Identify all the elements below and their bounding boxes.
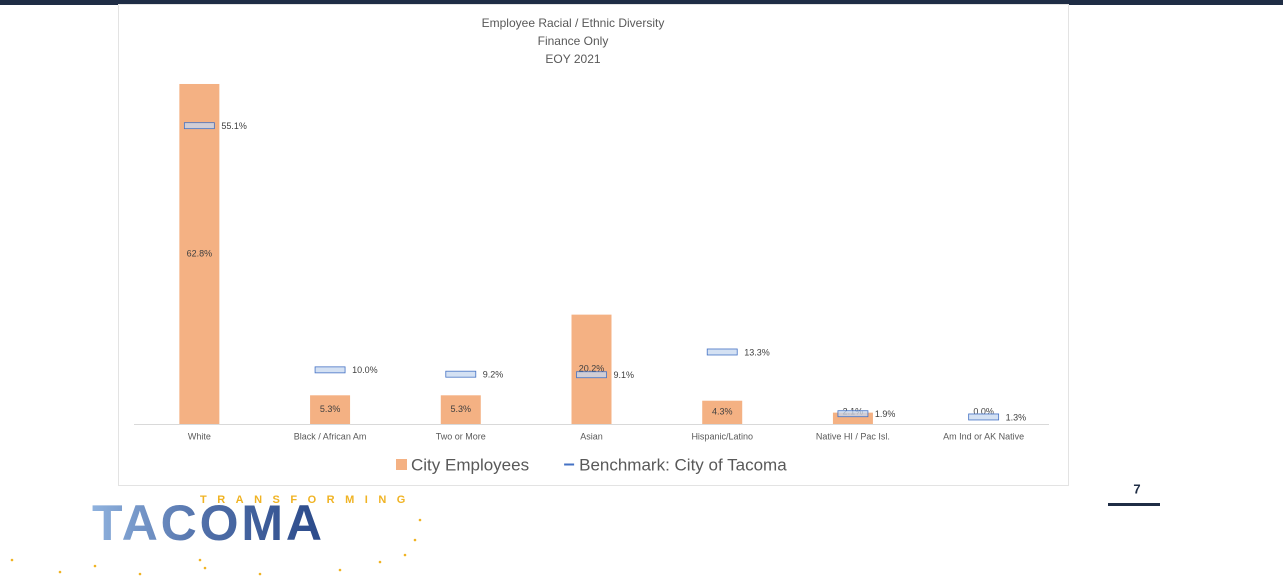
page-number-rule xyxy=(1108,503,1160,506)
benchmark-value-label: 1.9% xyxy=(875,409,896,419)
benchmark-value-label: 9.1% xyxy=(614,370,635,380)
legend-swatch xyxy=(396,459,407,470)
x-tick-label: Am Ind or AK Native xyxy=(943,431,1024,441)
slide: Employee Racial / Ethnic Diversity Finan… xyxy=(0,0,1283,578)
benchmark-marker xyxy=(446,371,476,377)
bar-value-label: 62.8% xyxy=(187,248,213,258)
chart-title: Employee Racial / Ethnic Diversity xyxy=(482,16,665,30)
legend-label: City Employees xyxy=(411,455,529,474)
page-number: 7 xyxy=(1133,481,1140,496)
x-tick-label: Two or More xyxy=(436,431,486,441)
benchmark-marker xyxy=(838,411,868,417)
benchmark-marker xyxy=(707,349,737,355)
x-tick-label: Black / African Am xyxy=(294,431,367,441)
bar-value-label: 5.3% xyxy=(451,404,472,414)
benchmark-value-label: 13.3% xyxy=(744,347,770,357)
legend-label: Benchmark: City of Tacoma xyxy=(579,455,787,474)
benchmark-value-label: 1.3% xyxy=(1006,412,1027,422)
chart-subtitle: Finance Only xyxy=(538,34,609,48)
benchmark-marker xyxy=(969,414,999,420)
benchmark-value-label: 55.1% xyxy=(221,121,247,131)
benchmark-marker xyxy=(184,123,214,129)
chart-period: EOY 2021 xyxy=(545,52,600,66)
brand-name: TACOMA xyxy=(92,495,322,551)
x-tick-label: White xyxy=(188,431,211,441)
bar-value-label: 5.3% xyxy=(320,404,341,414)
x-tick-label: Hispanic/Latino xyxy=(691,431,753,441)
benchmark-value-label: 9.2% xyxy=(483,370,504,380)
benchmark-marker xyxy=(315,367,345,373)
x-tick-label: Asian xyxy=(580,431,603,441)
x-tick-label: Native HI / Pac Isl. xyxy=(816,431,890,441)
page: Employee Racial / Ethnic Diversity Finan… xyxy=(0,0,1283,578)
benchmark-value-label: 10.0% xyxy=(352,365,378,375)
bar-value-label: 4.3% xyxy=(712,406,733,416)
benchmark-marker xyxy=(577,372,607,378)
